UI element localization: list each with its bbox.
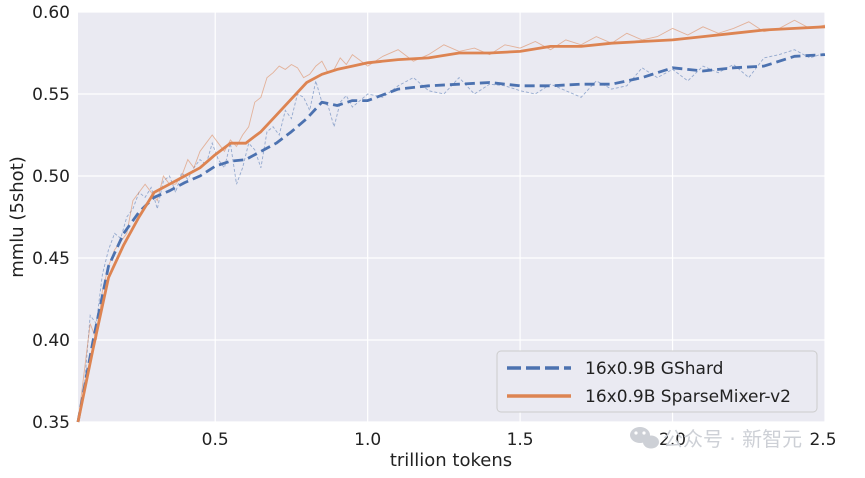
y-tick-label: 0.55: [32, 85, 70, 105]
series-line-sparsemixer: [76, 25, 826, 423]
x-axis-label: trillion tokens: [390, 450, 512, 471]
x-tick-label: 1.5: [507, 430, 534, 450]
watermark-text: 公众号 · 新智元: [663, 427, 802, 451]
y-tick-label: 0.45: [32, 249, 70, 269]
legend: 16x0.9B GShard 16x0.9B SparseMixer-v2: [496, 350, 818, 413]
main-series-layer: [76, 25, 826, 423]
wechat-icon: [630, 427, 659, 449]
y-tick-label: 0.35: [32, 413, 70, 433]
tick-labels: 0.5 1.0 1.5 2.0 2.5 0.35 0.40 0.45 0.50 0.55 0.60: [32, 3, 836, 450]
y-tick-label: 0.60: [32, 3, 70, 23]
y-tick-label: 0.40: [32, 331, 70, 351]
legend-label-sparsemixer: 16x0.9B SparseMixer-v2: [585, 387, 791, 407]
x-tick-label: 1.0: [354, 430, 381, 450]
raw-series-line: [77, 49, 826, 423]
y-axis-label: mmlu (5shot): [7, 156, 28, 278]
y-tick-label: 0.50: [32, 167, 70, 187]
grid-layer: [78, 11, 826, 423]
legend-label-gshard: 16x0.9B GShard: [585, 359, 723, 379]
x-tick-label: 0.5: [202, 430, 229, 450]
x-tick-label: 2.5: [809, 430, 836, 450]
x-tick-label: 2.0: [659, 430, 686, 450]
watermark: 公众号 · 新智元: [630, 427, 802, 451]
legend-box: [496, 350, 818, 413]
series-line-gshard: [76, 53, 826, 423]
